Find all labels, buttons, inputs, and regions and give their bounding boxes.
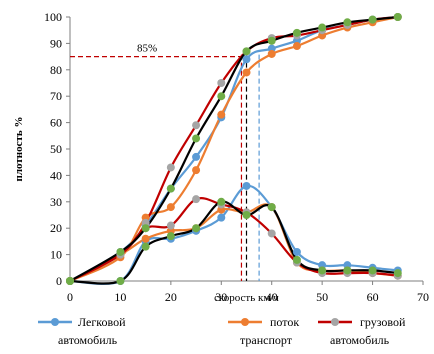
y-tick-label: 60 (50, 116, 62, 130)
series-point-frequency (242, 211, 251, 219)
series-point-cumulative (166, 184, 175, 193)
legend-label: грузовой (360, 315, 406, 329)
series-point-cumulative (192, 166, 201, 175)
y-tick-label: 20 (50, 221, 62, 235)
series-point-cumulative (217, 92, 226, 101)
series-point-frequency (368, 266, 377, 275)
legend-label: автомобиль (330, 333, 390, 347)
legend-label: транспорт (240, 333, 293, 347)
x-tick-label: 70 (417, 290, 429, 304)
series-point-cumulative (242, 55, 251, 64)
series-point-frequency (393, 269, 402, 278)
legend-label: автомобиль (58, 333, 118, 347)
x-tick-label: 50 (316, 290, 328, 304)
series-point-frequency (166, 232, 175, 241)
y-tick-label: 90 (50, 36, 62, 50)
series-point-cumulative (318, 23, 327, 32)
series-point-cumulative (192, 152, 201, 161)
series-point-frequency (343, 266, 352, 275)
series-point-frequency (292, 255, 301, 264)
y-tick-label: 10 (50, 248, 62, 262)
series-point-frequency (318, 266, 327, 275)
x-tick-label: 10 (114, 290, 126, 304)
y-tick-label: 50 (50, 142, 62, 156)
annotation-85: 85% (137, 43, 157, 55)
series-point-cumulative (292, 28, 301, 37)
x-tick-label: 40 (266, 290, 278, 304)
series-point-cumulative (192, 121, 201, 130)
guide-lines-85 (70, 54, 260, 281)
x-tick-label: 20 (165, 290, 177, 304)
plot-area (66, 13, 402, 286)
series-point-frequency (141, 242, 150, 251)
y-tick-label: 80 (50, 63, 62, 77)
series-point-cumulative (116, 247, 125, 256)
y-axis-label: плотность % (13, 117, 25, 182)
legend-marker (241, 318, 249, 326)
legend-marker (51, 318, 59, 326)
series-point-frequency (116, 277, 125, 285)
series-point-frequency (217, 213, 226, 222)
x-tick-label: 60 (367, 290, 379, 304)
series-point-cumulative (368, 15, 377, 24)
series-point-frequency (166, 221, 175, 230)
series-point-frequency (292, 247, 301, 256)
y-tick-label: 0 (56, 274, 62, 288)
y-tick-label: 70 (50, 89, 62, 103)
series-point-frequency (267, 229, 276, 238)
series-point-cumulative (166, 163, 175, 172)
series-point-frequency (141, 234, 150, 243)
series-point-cumulative (141, 224, 150, 233)
series-point-cumulative (217, 79, 226, 87)
series-point-frequency (66, 277, 74, 285)
series-point-cumulative (192, 134, 201, 143)
series-point-frequency (192, 224, 201, 233)
legend-label: поток (270, 315, 299, 329)
series-point-cumulative (292, 42, 301, 51)
x-tick-label: 0 (67, 290, 73, 304)
x-axis-label: скорость км/ч (214, 292, 279, 304)
series-point-cumulative (242, 68, 251, 77)
y-tick-label: 40 (50, 168, 62, 182)
legend: Легковой автомобиль поток транспорт грузовой… (38, 315, 406, 347)
series-point-frequency (242, 181, 251, 190)
series-point-cumulative (242, 47, 251, 56)
series-point-cumulative (343, 18, 352, 27)
series-point-cumulative (217, 110, 226, 119)
chart-axes: 0 10 20 30 40 50 60 70 80 90 100 0 10 20 30 40 50 60 70 (44, 10, 429, 304)
x-tick-label: 30 (215, 290, 227, 304)
y-tick-label: 100 (44, 10, 62, 24)
series-point-frequency (192, 195, 201, 204)
legend-label: Легковой (78, 315, 126, 329)
legend-marker (331, 318, 339, 326)
y-tick-label: 30 (50, 195, 62, 209)
series-point-cumulative (267, 49, 276, 58)
series-point-frequency (217, 197, 226, 206)
series-point-cumulative (393, 13, 402, 21)
series-point-cumulative (166, 203, 175, 212)
series-point-cumulative (267, 36, 276, 45)
series-point-frequency (267, 203, 276, 212)
